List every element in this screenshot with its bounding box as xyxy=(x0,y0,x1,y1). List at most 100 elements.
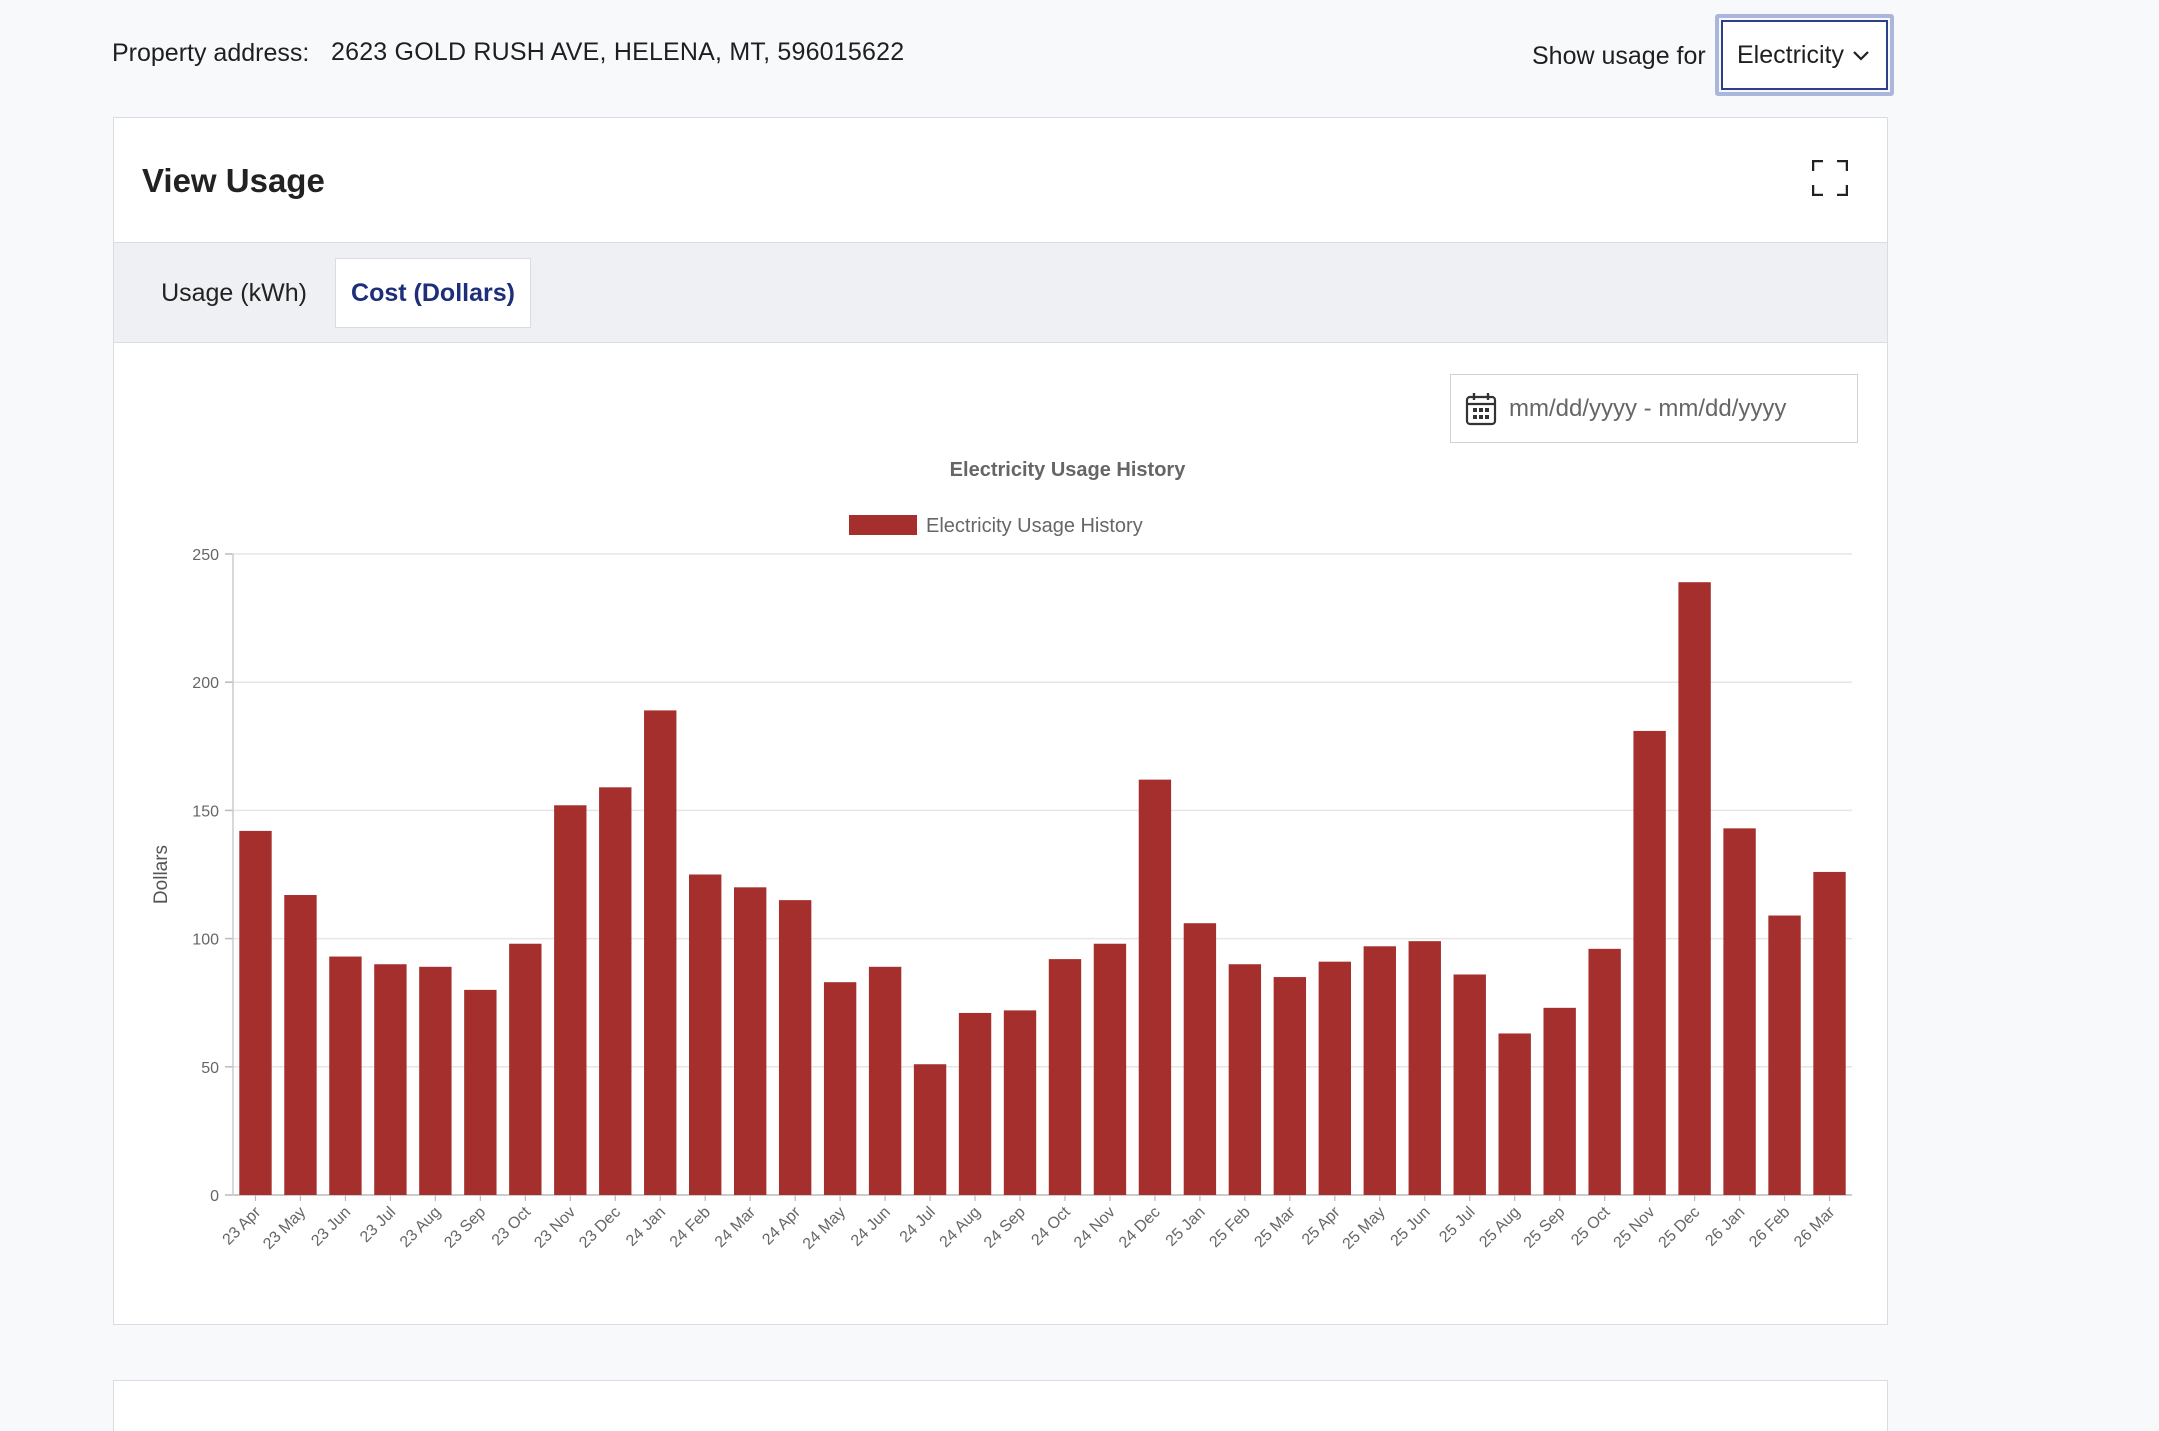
bar xyxy=(374,964,407,1195)
x-tick-label: 25 Jun xyxy=(1388,1204,1434,1250)
x-tick-label: 24 Nov xyxy=(1071,1204,1119,1252)
x-tick-label: 25 Jan xyxy=(1163,1204,1209,1250)
x-tick-label: 24 Mar xyxy=(712,1203,760,1251)
x-tick-label: 24 Jun xyxy=(848,1204,894,1250)
show-usage-label: Show usage for xyxy=(1532,42,1706,70)
x-tick-label: 25 Nov xyxy=(1611,1204,1659,1252)
utility-select-value: Electricity xyxy=(1737,40,1844,69)
x-tick-label: 24 Aug xyxy=(937,1204,984,1251)
bar xyxy=(1453,974,1486,1195)
bar xyxy=(1138,779,1172,1195)
bar xyxy=(778,900,812,1195)
x-tick-label: 25 Mar xyxy=(1251,1203,1299,1251)
x-tick-label: 23 Nov xyxy=(531,1204,579,1252)
utility-select-focus-ring: Electricity xyxy=(1715,14,1894,96)
x-tick-label: 26 Mar xyxy=(1791,1203,1839,1251)
x-tick-label: 23 Sep xyxy=(441,1204,489,1252)
legend-label: Electricity Usage History xyxy=(926,515,1143,537)
bar xyxy=(689,874,722,1195)
y-tick-label: 200 xyxy=(192,675,219,692)
bar xyxy=(1768,915,1801,1195)
date-range-input[interactable] xyxy=(1509,394,1839,423)
x-tick-label: 24 Jan xyxy=(623,1204,669,1250)
bar xyxy=(1543,1007,1576,1195)
x-tick-label: 24 Jul xyxy=(897,1204,939,1246)
bar xyxy=(1048,959,1082,1195)
calendar-icon xyxy=(1465,392,1497,425)
x-tick-label: 24 Feb xyxy=(667,1204,714,1251)
next-card xyxy=(113,1380,1888,1431)
y-tick-label: 250 xyxy=(192,547,219,564)
bar xyxy=(1723,828,1756,1195)
x-tick-label: 23 Jun xyxy=(308,1204,354,1250)
view-usage-card: View Usage Usage (kWh) Cost (Dollars) xyxy=(113,117,1888,1325)
legend-swatch xyxy=(849,515,917,535)
x-tick-label: 25 Apr xyxy=(1299,1203,1344,1248)
x-tick-label: 23 May xyxy=(260,1204,309,1253)
bar xyxy=(1228,964,1262,1195)
bar xyxy=(958,1012,992,1195)
x-tick-label: 25 Aug xyxy=(1476,1204,1523,1251)
bar xyxy=(1093,943,1127,1195)
x-tick-label: 25 Feb xyxy=(1206,1204,1253,1251)
y-axis-label: Dollars xyxy=(151,845,172,904)
bar xyxy=(509,943,542,1195)
x-tick-label: 24 Sep xyxy=(981,1204,1029,1252)
bar xyxy=(1498,1033,1531,1195)
bar xyxy=(868,966,902,1195)
x-tick-label: 23 Jul xyxy=(357,1204,399,1246)
x-tick-label: 25 Jul xyxy=(1436,1204,1478,1246)
x-tick-label: 24 Apr xyxy=(759,1203,804,1248)
bar xyxy=(419,966,452,1195)
bar xyxy=(1318,961,1352,1195)
expand-icon[interactable] xyxy=(1812,160,1848,196)
utility-select[interactable]: Electricity xyxy=(1721,20,1888,90)
bar xyxy=(1588,948,1621,1195)
x-tick-label: 23 Apr xyxy=(220,1203,265,1248)
chart-title: Electricity Usage History xyxy=(950,459,1187,481)
y-tick-label: 150 xyxy=(192,803,219,820)
x-tick-label: 25 Oct xyxy=(1568,1203,1614,1249)
bar xyxy=(1273,977,1307,1195)
bar xyxy=(554,805,587,1195)
x-tick-label: 25 Sep xyxy=(1521,1204,1569,1252)
card-header: View Usage xyxy=(114,118,1887,243)
bar xyxy=(599,787,632,1195)
bar xyxy=(733,887,767,1195)
tab-usage-kwh[interactable]: Usage (kWh) xyxy=(161,278,307,307)
top-bar: Property address: 2623 GOLD RUSH AVE, HE… xyxy=(0,0,2159,110)
x-tick-label: 25 Dec xyxy=(1656,1204,1704,1252)
property-address-label: Property address: xyxy=(112,39,310,67)
bar xyxy=(239,830,272,1195)
bar xyxy=(1633,730,1666,1195)
tab-cost-dollars[interactable]: Cost (Dollars) xyxy=(335,258,531,328)
y-tick-label: 100 xyxy=(192,932,219,949)
card-title: View Usage xyxy=(142,162,325,199)
x-tick-label: 23 Dec xyxy=(576,1204,624,1252)
tab-bar: Usage (kWh) Cost (Dollars) xyxy=(114,243,1887,343)
x-tick-label: 23 Aug xyxy=(397,1204,444,1251)
y-tick-label: 50 xyxy=(201,1060,219,1077)
x-tick-label: 26 Feb xyxy=(1746,1204,1793,1251)
property-address-value: 2623 GOLD RUSH AVE, HELENA, MT, 59601562… xyxy=(331,38,905,66)
bar xyxy=(644,710,677,1195)
usage-bar-chart: Electricity Usage History Electricity Usa… xyxy=(151,459,1852,1253)
bar xyxy=(1408,941,1441,1195)
x-tick-label: 24 May xyxy=(800,1204,849,1253)
x-tick-label: 24 Dec xyxy=(1116,1204,1164,1252)
bar xyxy=(1003,1010,1037,1195)
bar xyxy=(329,956,362,1195)
x-tick-label: 23 Oct xyxy=(489,1203,535,1249)
bar xyxy=(1363,946,1396,1195)
bar xyxy=(464,989,497,1195)
bar xyxy=(1183,923,1217,1195)
date-range-field[interactable] xyxy=(1450,374,1858,443)
x-tick-label: 26 Jan xyxy=(1702,1204,1748,1250)
bar xyxy=(1678,582,1711,1195)
x-tick-label: 25 May xyxy=(1339,1204,1388,1253)
chevron-down-icon xyxy=(1853,51,1869,61)
bar xyxy=(823,982,857,1195)
bar xyxy=(284,895,317,1195)
y-tick-label: 0 xyxy=(210,1188,219,1205)
bar xyxy=(913,1064,947,1195)
